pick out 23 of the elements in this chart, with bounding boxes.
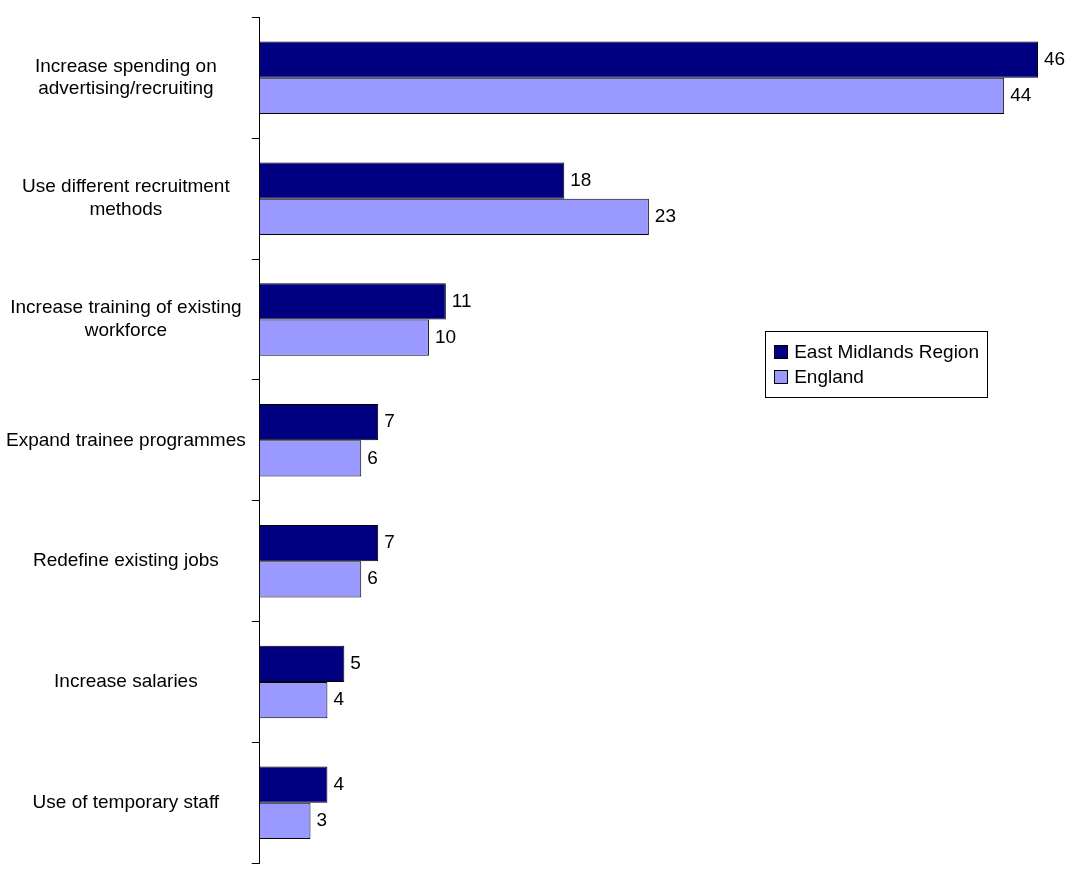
legend-label: East Midlands Region xyxy=(794,340,979,363)
y-tick-label: Increase salaries xyxy=(54,670,198,692)
data-label: 44 xyxy=(1010,84,1032,106)
data-label: 10 xyxy=(434,325,457,347)
data-label: 18 xyxy=(570,168,592,190)
data-label: 46 xyxy=(1044,47,1066,69)
y-tick-label: Use different recruitment methods xyxy=(22,175,231,220)
data-label: 3 xyxy=(316,809,328,831)
data-label: 4 xyxy=(333,688,345,710)
data-label: 6 xyxy=(367,567,378,589)
y-tick-label: Expand trainee programmes xyxy=(5,428,246,450)
y-tick-label: Use of temporary staff xyxy=(32,791,220,813)
data-label: 7 xyxy=(384,531,395,553)
data-label: 5 xyxy=(350,652,361,674)
y-tick-label: Increase spending on advertising/recruiting xyxy=(35,54,217,99)
data-label: 11 xyxy=(451,289,472,311)
y-tick-label: Increase training of existing workforce xyxy=(10,296,242,341)
data-label: 23 xyxy=(654,205,677,226)
data-label: 7 xyxy=(384,410,395,432)
y-tick-label: Redefine existing jobs xyxy=(32,549,219,571)
data-label: 6 xyxy=(367,446,378,468)
legend-label: England xyxy=(794,365,864,388)
data-label: 4 xyxy=(333,772,345,794)
